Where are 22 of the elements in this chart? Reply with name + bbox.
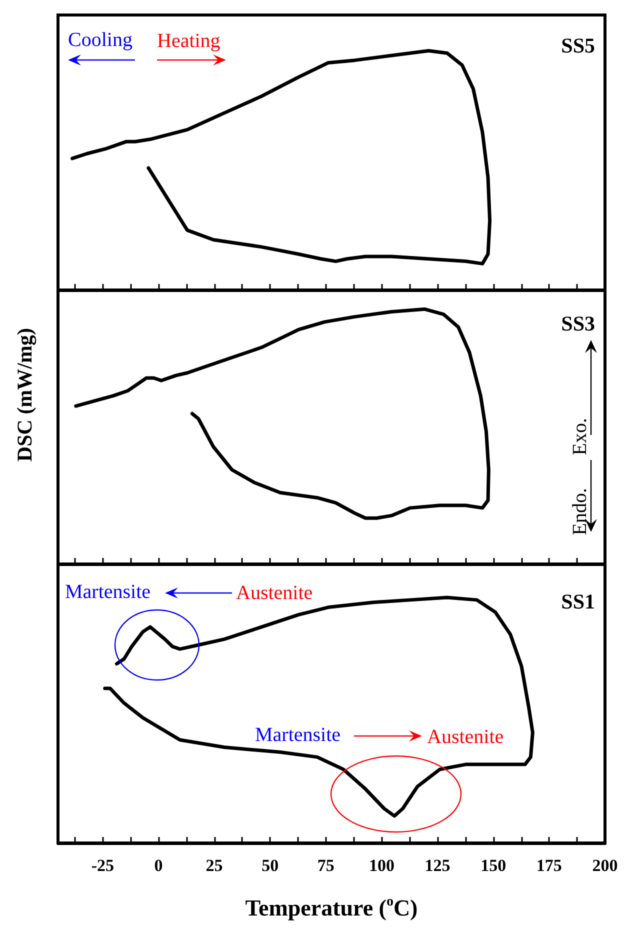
annotation: Martensite <box>255 724 341 746</box>
x-tick-label: 150 <box>480 856 506 875</box>
x-tick-label: 200 <box>592 856 618 875</box>
annotation: Martensite <box>65 581 151 603</box>
x-tick-label: 50 <box>262 856 279 875</box>
annotation: Austenite <box>427 726 504 748</box>
x-tick-label: 25 <box>206 856 223 875</box>
x-tick-label: 0 <box>154 856 163 875</box>
annotation: Heating <box>157 30 220 52</box>
x-tick-label: 75 <box>317 856 334 875</box>
chart-title: SS5 <box>561 34 595 58</box>
chart-title: SS3 <box>561 312 595 336</box>
annotation: Exo. <box>569 418 591 456</box>
x-tick-label: 175 <box>536 856 562 875</box>
x-tick-label: 100 <box>368 856 394 875</box>
y-axis-title: DSC (mW/mg) <box>12 328 36 462</box>
x-tick-label: 125 <box>424 856 450 875</box>
annotation: Cooling <box>68 29 132 51</box>
annotation: Endo. <box>569 488 591 536</box>
annotation: Austenite <box>236 582 313 604</box>
chart-title: SS1 <box>561 590 595 614</box>
x-tick-label: -25 <box>91 856 114 875</box>
